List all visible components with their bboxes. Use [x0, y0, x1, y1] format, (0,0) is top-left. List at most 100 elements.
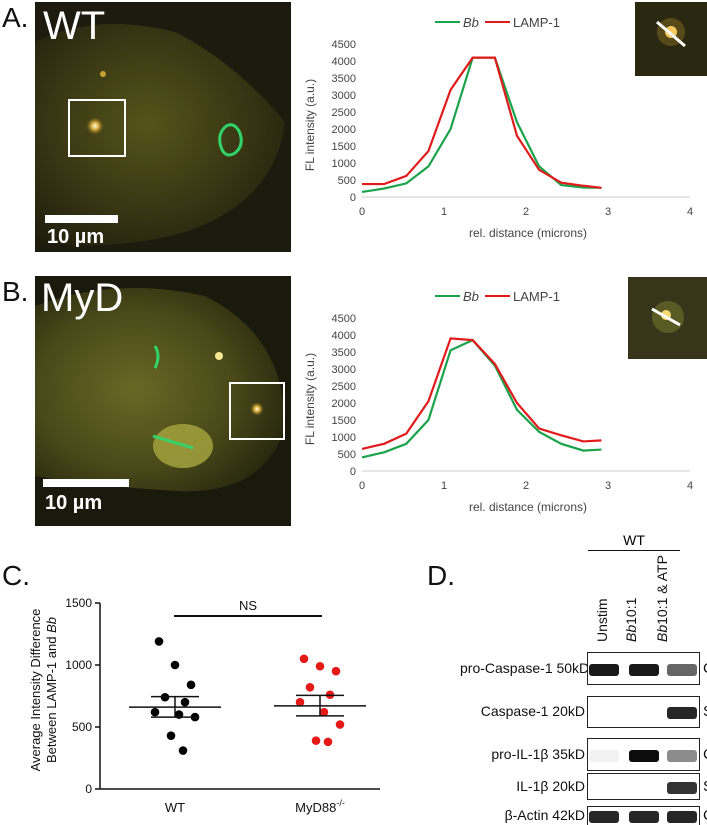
panel-c-point — [170, 660, 180, 670]
panel-b-line-profile-marker — [651, 307, 681, 327]
significance-label: NS — [239, 598, 257, 613]
panel-a-plot: 0 500 1000 1500 2000 2500 3000 3500 4000 4500 0 1 2 3… — [332, 39, 694, 218]
blot-fraction-label: C — [703, 660, 707, 677]
panel-b-zoom-inset — [628, 277, 707, 359]
blot-band — [589, 663, 619, 676]
panel-c-point — [335, 720, 345, 729]
panel-c-point — [295, 697, 305, 707]
panel-a-series-bb — [361, 56, 602, 193]
blot-band — [667, 707, 697, 719]
panel-b-series-lamp1 — [361, 337, 602, 450]
panel-b-xtick: 1 — [441, 480, 447, 492]
blot-fraction-label: S — [703, 778, 707, 795]
panel-c-plot: 0 500 1000 1500 — [65, 596, 380, 796]
panel-a-xtick: 4 — [687, 206, 693, 218]
panel-a-xtick: 0 — [359, 206, 365, 218]
panel-b-scale-bar — [43, 479, 129, 487]
panel-b-ytick: 1500 — [332, 415, 356, 427]
panel-c-point — [319, 707, 329, 717]
panel-a-inset-box — [68, 99, 126, 157]
panel-b-xtick: 4 — [687, 480, 693, 492]
panel-c-ylabel-line1: Average Intensity Difference — [28, 609, 43, 772]
panel-a-zoom-inset — [635, 2, 707, 76]
panel-b-xtick: 2 — [523, 480, 529, 492]
panel-b-xtick: 3 — [605, 480, 611, 492]
blot-lane-header: Unstim — [594, 598, 610, 642]
panel-b-ylabel: FL intensity (a.u.) — [303, 353, 317, 445]
panel-a-ytick: 4500 — [332, 39, 356, 51]
blot-group-label: WT — [623, 532, 645, 548]
panel-c-chart: Average Intensity Difference Between LAM… — [28, 596, 380, 815]
panel-a-xlabel: rel. distance (microns) — [469, 226, 587, 240]
blot-fraction-label: C — [703, 746, 707, 763]
blot-strip — [587, 806, 700, 825]
panel-b-chart: Bb LAMP-1 FL intensity (a.u.) rel. dista… — [303, 289, 694, 514]
panel-c-point — [331, 666, 341, 676]
panel-a-micrograph-image — [35, 2, 291, 252]
panel-b-xtick: 0 — [359, 480, 365, 492]
blot-band — [667, 663, 697, 676]
blot-row-label: β-Actin 42kD — [504, 807, 585, 823]
panel-c-point — [299, 654, 309, 664]
panel-a-ytick: 1500 — [332, 141, 356, 153]
panel-b-xlabel: rel. distance (microns) — [469, 500, 587, 514]
panel-a-ytick: 3000 — [332, 90, 356, 102]
blot-strip — [587, 738, 700, 771]
blot-group-line — [588, 550, 680, 551]
panel-b-ytick: 500 — [338, 449, 356, 461]
blot-strip — [587, 773, 700, 800]
panel-c-point — [180, 697, 190, 707]
panel-c-ylabel-line2: Between LAMP-1 and Bb — [44, 617, 59, 763]
panel-c-letter: C. — [2, 560, 30, 591]
panel-b-ytick: 1000 — [332, 432, 356, 444]
panel-b-ytick: 3500 — [332, 347, 356, 359]
panel-b-ytick: 2000 — [332, 398, 356, 410]
panel-a-line-profile-marker — [656, 20, 686, 48]
category-myd88-label: MyD88-/- — [295, 798, 345, 815]
panel-a-legend: Bb LAMP-1 — [435, 15, 560, 30]
panel-b-ytick: 3000 — [332, 364, 356, 376]
panel-d-letter: D. — [427, 560, 455, 591]
blot-band — [629, 663, 659, 676]
blot-fraction-label: C — [703, 807, 707, 824]
blot-band — [667, 749, 697, 762]
category-wt-label: WT — [165, 800, 185, 815]
legend-bb-label: Bb — [463, 15, 479, 30]
blot-row-label: pro-IL-1β 35kD — [491, 745, 585, 762]
blot-band — [629, 749, 659, 762]
panel-a-scale-bar — [45, 215, 118, 223]
blot-strip — [587, 696, 700, 728]
panel-a-xtick: 1 — [441, 206, 447, 218]
panel-a-ytick: 1000 — [332, 158, 356, 170]
legend-bb-label: Bb — [463, 289, 479, 304]
panel-a-ytick: 2000 — [332, 124, 356, 136]
blot-band — [667, 781, 697, 794]
blot-lane-header: Bb10:1 — [623, 597, 639, 642]
panel-c-point — [178, 746, 188, 755]
panel-c-ytick: 1500 — [65, 596, 92, 610]
panel-b-image-label: MyD — [41, 276, 124, 320]
panel-a-series-lamp1 — [362, 56, 602, 189]
panel-b-plot: 0 500 1000 1500 2000 2500 3000 3500 4000 4500 0 1 2 3… — [332, 313, 694, 492]
panel-a-scale-text: 10 µm — [47, 226, 105, 248]
panel-c-point — [315, 661, 325, 671]
blot-row-label: pro-Caspase-1 50kD — [460, 659, 590, 676]
panel-b-micrograph: MyD 10 µm — [35, 276, 291, 526]
panel-c-point — [150, 707, 160, 717]
panel-a-ytick: 2500 — [332, 107, 356, 119]
panel-b-ytick: 0 — [350, 466, 356, 478]
panel-c-ylabel: Average Intensity Difference Between LAM… — [28, 609, 59, 772]
panel-c-ytick: 0 — [85, 782, 92, 796]
panel-c-point — [166, 731, 176, 740]
panel-b-ytick: 4500 — [332, 313, 356, 325]
blot-row-label: Caspase-1 20kD — [480, 703, 585, 719]
panel-b-legend: Bb LAMP-1 — [435, 289, 560, 304]
blot-lane-header: Bb10:1 & ATP — [654, 555, 670, 642]
blot-band — [589, 749, 619, 762]
panel-a-chart: Bb LAMP-1 FL intensity (a.u.) rel. dista… — [303, 15, 694, 240]
panel-c-ytick: 1000 — [65, 658, 92, 672]
panel-b-letter: B. — [2, 276, 29, 307]
panel-a-micrograph: WT 10 µm — [35, 2, 291, 252]
panel-a-image-label: WT — [43, 4, 106, 48]
